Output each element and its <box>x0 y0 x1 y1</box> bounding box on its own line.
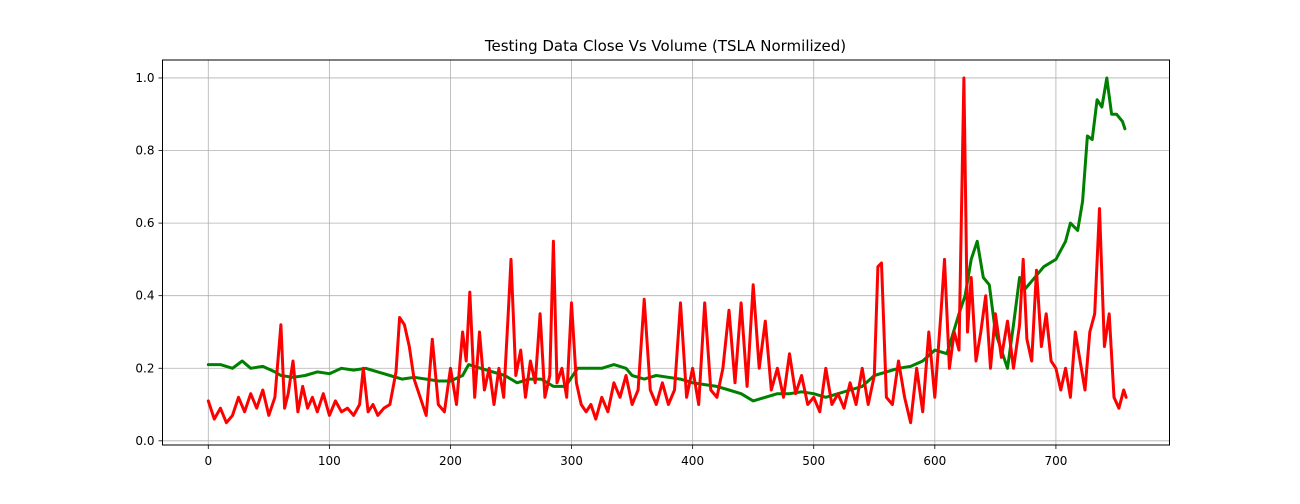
y-tick-label: 0.6 <box>135 216 154 230</box>
series-layer <box>206 76 1128 425</box>
series-2-line <box>206 76 1128 425</box>
y-tick-label: 1.0 <box>135 71 154 85</box>
series-1-line <box>206 76 1127 403</box>
grid-lines <box>162 60 1170 445</box>
x-tick-label: 0 <box>204 454 212 468</box>
x-tick-label: 200 <box>439 454 462 468</box>
x-tick-label: 300 <box>560 454 583 468</box>
x-tick-label: 100 <box>318 454 341 468</box>
x-tick-label: 700 <box>1044 454 1067 468</box>
y-axis: 0.0 0.2 0.4 0.6 0.8 1.0 <box>135 71 163 448</box>
chart-title: Testing Data Close Vs Volume (TSLA Normi… <box>484 37 846 55</box>
plot-area-frame <box>162 59 1170 446</box>
x-tick-label: 600 <box>923 454 946 468</box>
y-tick-label: 0.8 <box>135 144 154 158</box>
x-tick-label: 400 <box>681 454 704 468</box>
x-tick-label: 500 <box>802 454 825 468</box>
y-tick-label: 0.0 <box>135 434 154 448</box>
x-axis: 0 100 200 300 400 500 600 700 <box>204 445 1067 468</box>
y-tick-label: 0.2 <box>135 361 154 375</box>
y-tick-label: 0.4 <box>135 289 154 303</box>
